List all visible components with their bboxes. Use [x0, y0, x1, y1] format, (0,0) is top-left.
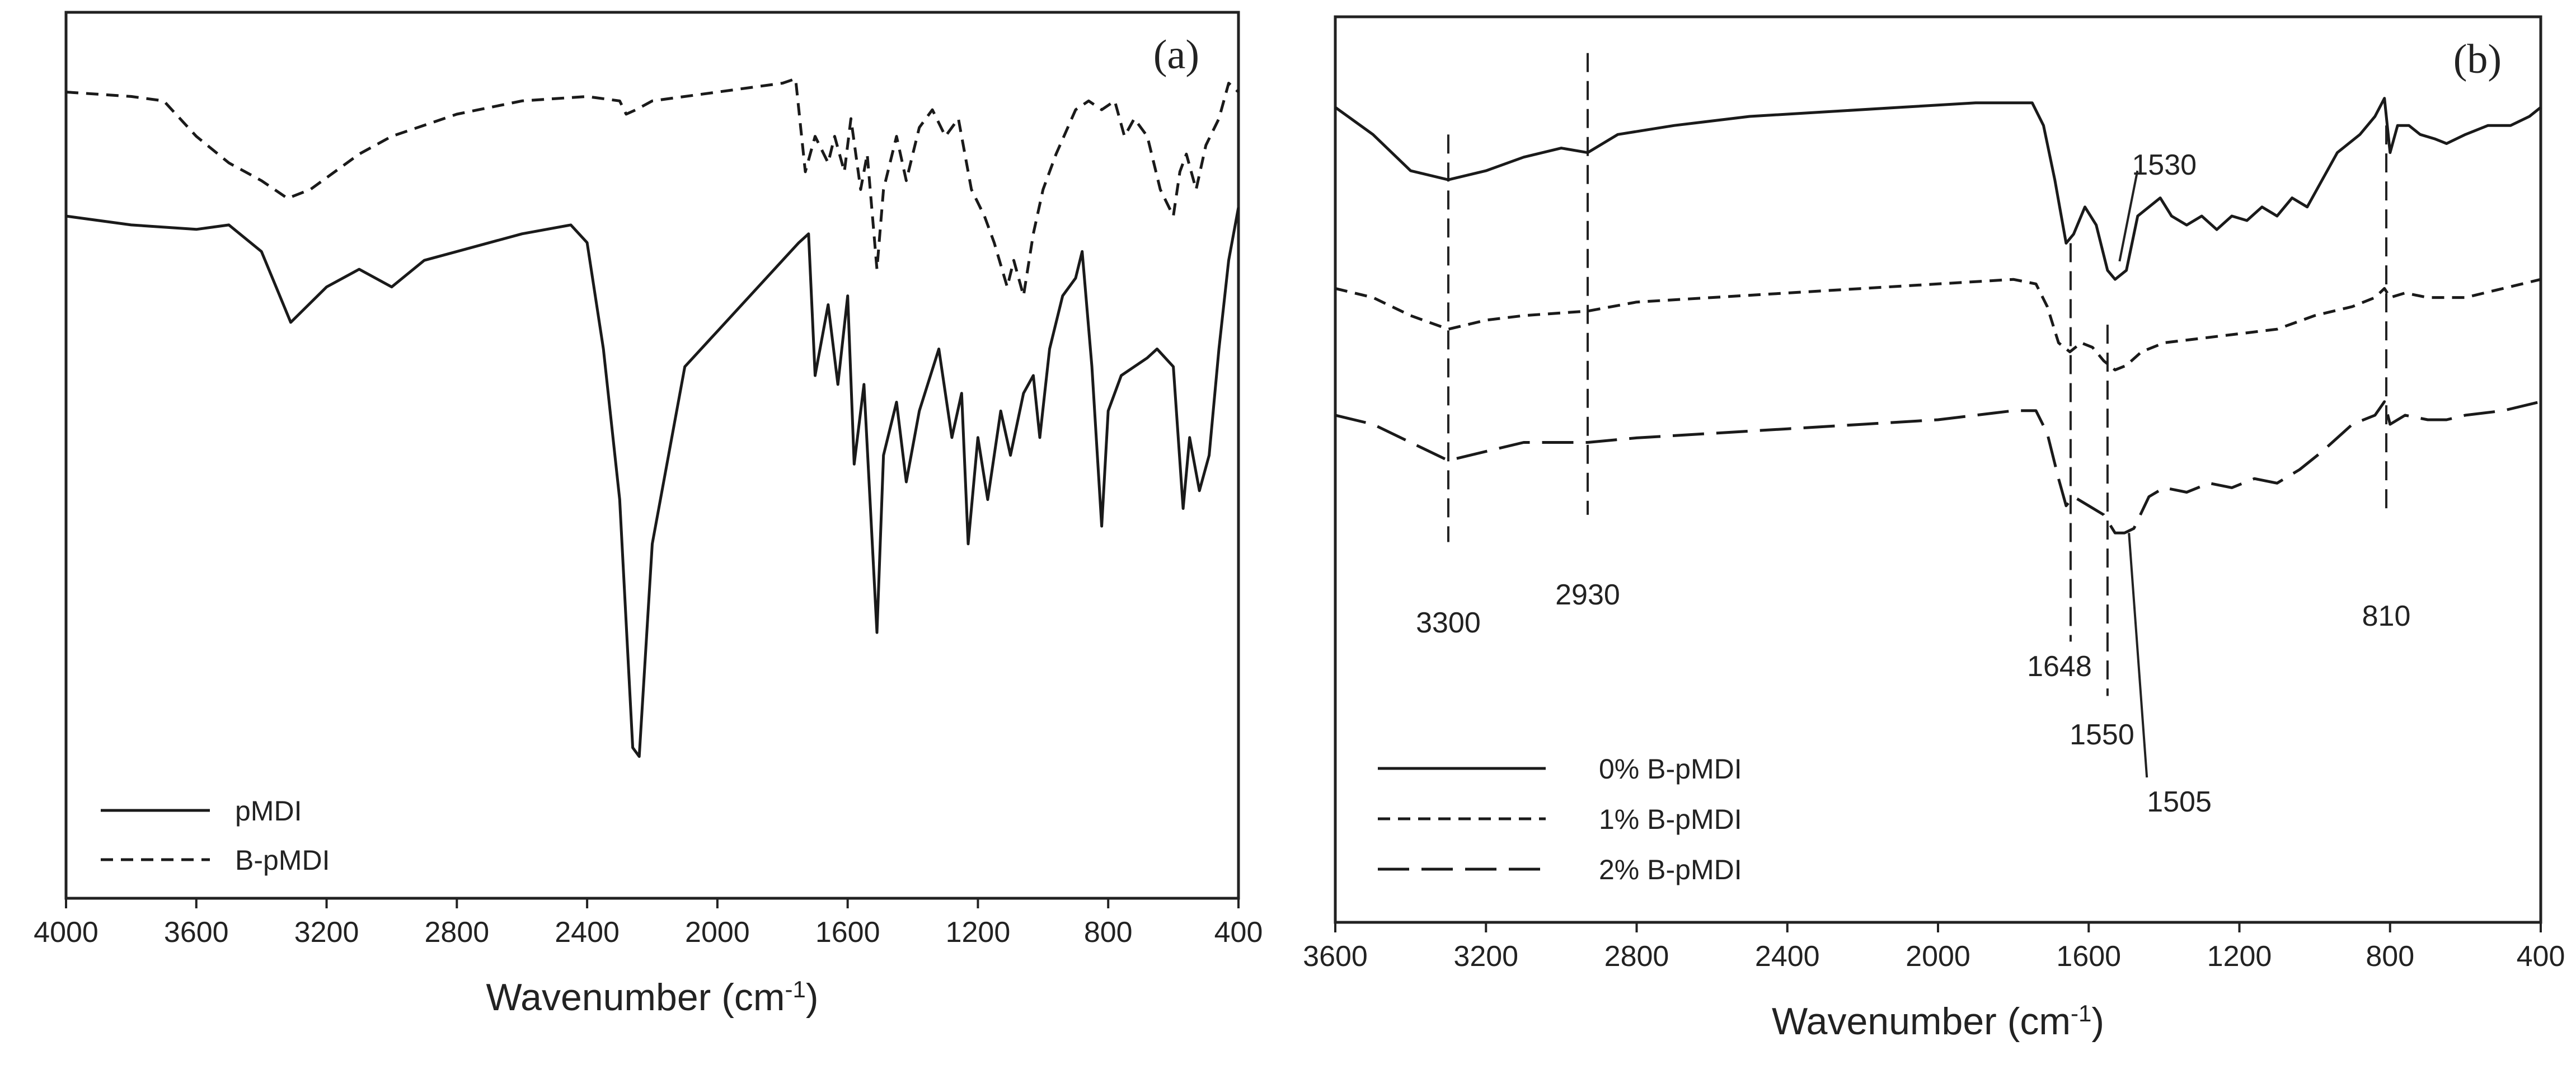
series-group-b [1334, 97, 2542, 534]
peak-label-1550: 1550 [2070, 719, 2134, 751]
x-tick-label: 2800 [1604, 940, 1669, 973]
x-axis-label-a: Wavenumber (cm-1) [486, 976, 818, 1019]
x-tick-label: 1200 [2207, 940, 2272, 973]
series-line-b-pmdi [65, 77, 1240, 298]
plot-frame-b [1334, 15, 2542, 924]
legend-label: pMDI [235, 795, 302, 827]
legend-a: pMDI B-pMDI [101, 795, 330, 876]
legend-label: B-pMDI [235, 845, 330, 876]
chart-panel-b: 3600 3200 2800 2400 2000 1600 1200 800 400 3300 2… [1303, 15, 2565, 1043]
x-tick-label: 3600 [164, 916, 229, 949]
panel-label-a: (a) [1153, 32, 1199, 78]
x-tick-label: 2400 [555, 916, 620, 949]
x-tick-label: 800 [2366, 940, 2414, 973]
reference-lines-b [1447, 53, 2388, 696]
x-axis-label-close-b: ) [2091, 1000, 2104, 1043]
x-ticks-b: 3600 3200 2800 2400 2000 1600 1200 800 400 [1303, 922, 2565, 973]
x-tick-label: 4000 [34, 916, 98, 949]
peak-label-2930: 2930 [1555, 579, 1620, 611]
x-axis-label-b: Wavenumber (cm-1) [1772, 1000, 2104, 1043]
legend-label: 2% B-pMDI [1599, 854, 1742, 885]
series-group-a [65, 77, 1240, 758]
x-axis-label-close-a: ) [806, 976, 819, 1019]
legend-b: 0% B-pMDI 1% B-pMDI 2% B-pMDI [1378, 753, 1742, 885]
panel-label-b: (b) [2453, 36, 2502, 82]
x-tick-label: 400 [2517, 940, 2565, 973]
x-tick-label: 3200 [294, 916, 359, 949]
series-line-1-b-pmdi [1335, 278, 2541, 372]
x-tick-label: 3200 [1453, 940, 1518, 973]
x-tick-label: 400 [1214, 916, 1263, 949]
peak-label-1648: 1648 [2027, 650, 2092, 683]
x-tick-label: 2000 [685, 916, 750, 949]
peak-annotations-b: 3300 2930 1648 1530 1550 1505 810 [1416, 149, 2410, 818]
plot-frame-a [64, 11, 1240, 900]
x-tick-label: 1600 [815, 916, 880, 949]
x-ticks-a: 4000 3600 3200 2800 2400 2000 1600 1200 800 400 [34, 898, 1263, 949]
annotation-leader [2118, 170, 2139, 262]
series-line-0-b-pmdi [1334, 97, 2542, 281]
peak-label-810: 810 [2362, 600, 2411, 632]
x-tick-label: 1600 [2056, 940, 2121, 973]
x-tick-label: 3600 [1303, 940, 1368, 973]
x-axis-label-sup-b: -1 [2071, 1000, 2091, 1026]
x-tick-label: 2800 [424, 916, 489, 949]
legend-label: 0% B-pMDI [1599, 753, 1742, 785]
peak-label-1505: 1505 [2147, 786, 2212, 818]
x-tick-label: 1200 [946, 916, 1011, 949]
x-tick-label: 2400 [1755, 940, 1820, 973]
legend-label: 1% B-pMDI [1599, 804, 1742, 835]
peak-label-1530: 1530 [2132, 149, 2197, 181]
series-line-pmdi [65, 207, 1240, 758]
series-line-2-b-pmdi [1335, 400, 2541, 534]
annotation-leader [2128, 533, 2148, 778]
chart-panel-a: 4000 3600 3200 2800 2400 2000 1600 1200 800 400 (… [34, 11, 1263, 1019]
x-tick-label: 800 [1084, 916, 1133, 949]
x-tick-label: 2000 [1906, 940, 1970, 973]
peak-label-3300: 3300 [1416, 607, 1481, 639]
x-axis-label-text-a: Wavenumber (cm [486, 976, 785, 1019]
x-axis-label-text-b: Wavenumber (cm [1772, 1000, 2071, 1043]
x-axis-label-sup-a: -1 [785, 976, 806, 1002]
